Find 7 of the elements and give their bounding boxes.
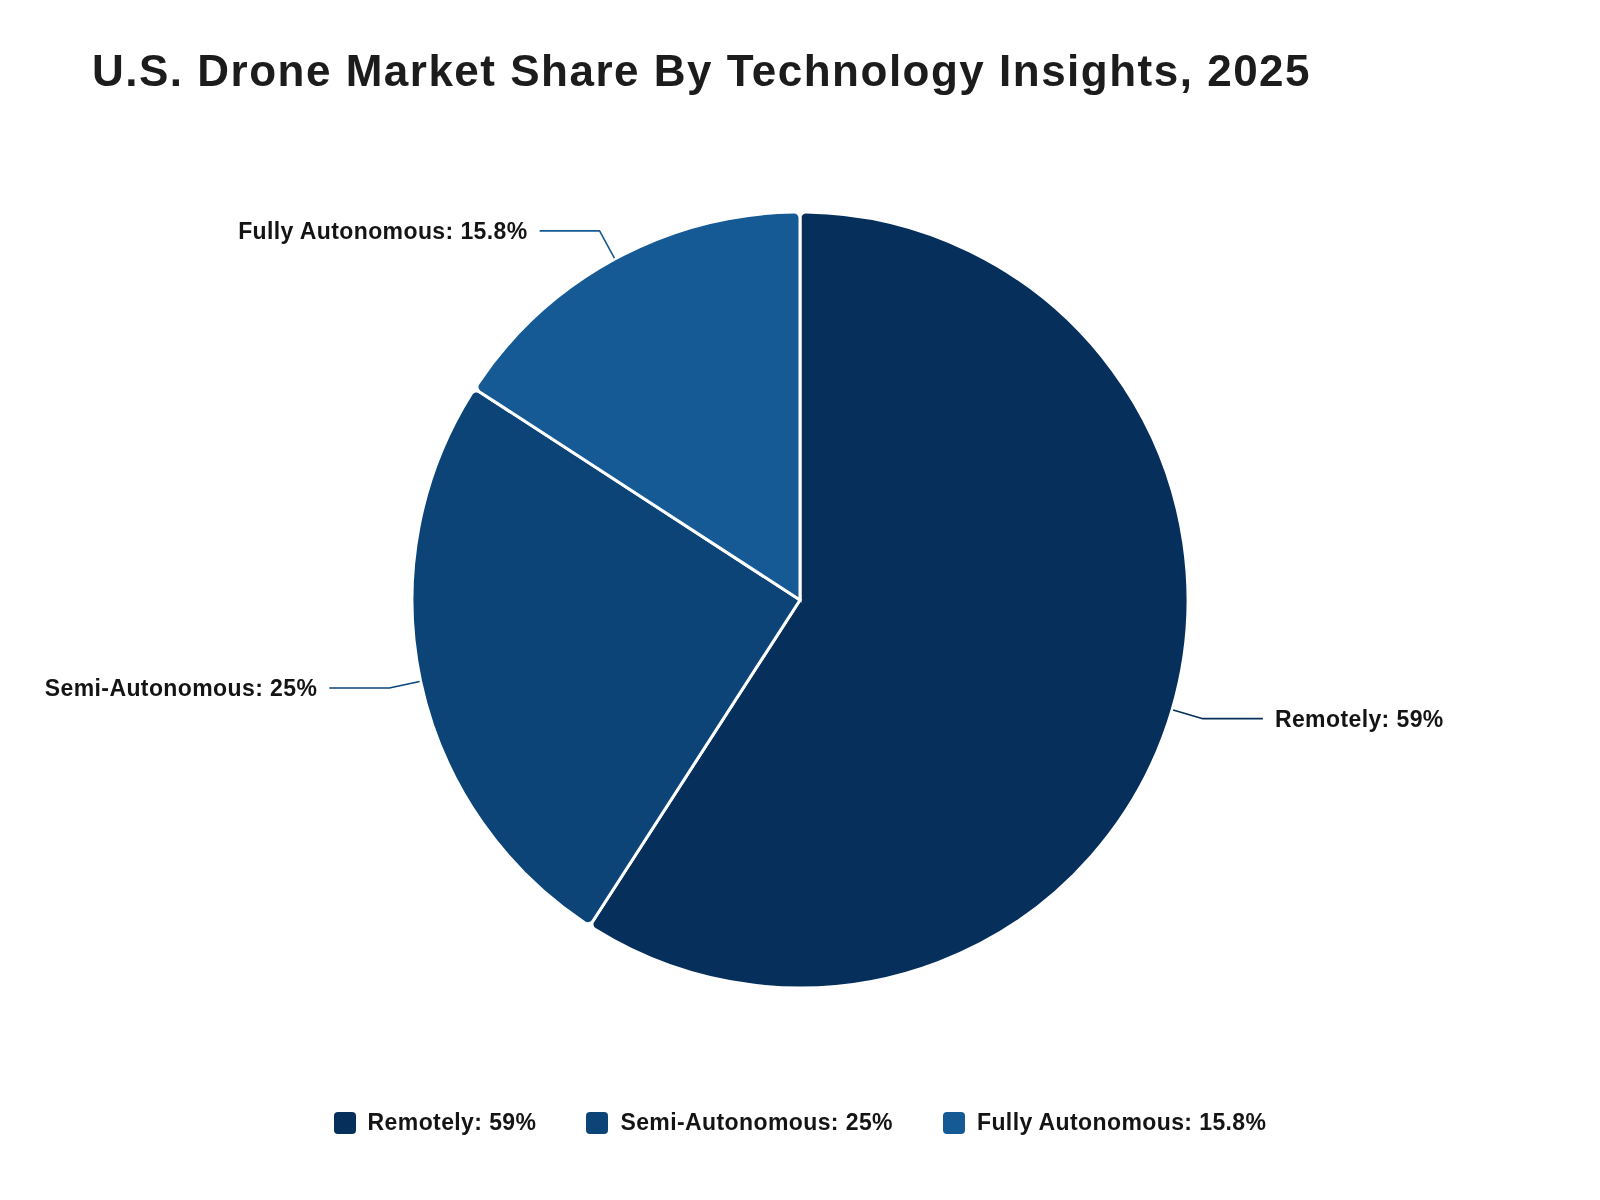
legend-label: Remotely: 59% — [367, 1109, 537, 1136]
chart-title: U.S. Drone Market Share By Technology Insights, 2025 — [92, 46, 1312, 96]
slice-label: Remotely: 59% — [1274, 705, 1444, 732]
slice-label: Semi-Autonomous: 25% — [44, 674, 318, 701]
legend-label: Semi-Autonomous: 25% — [620, 1109, 893, 1136]
slice-label: Fully Autonomous: 15.8% — [238, 217, 528, 244]
legend-label: Fully Autonomous: 15.8% — [976, 1109, 1267, 1136]
